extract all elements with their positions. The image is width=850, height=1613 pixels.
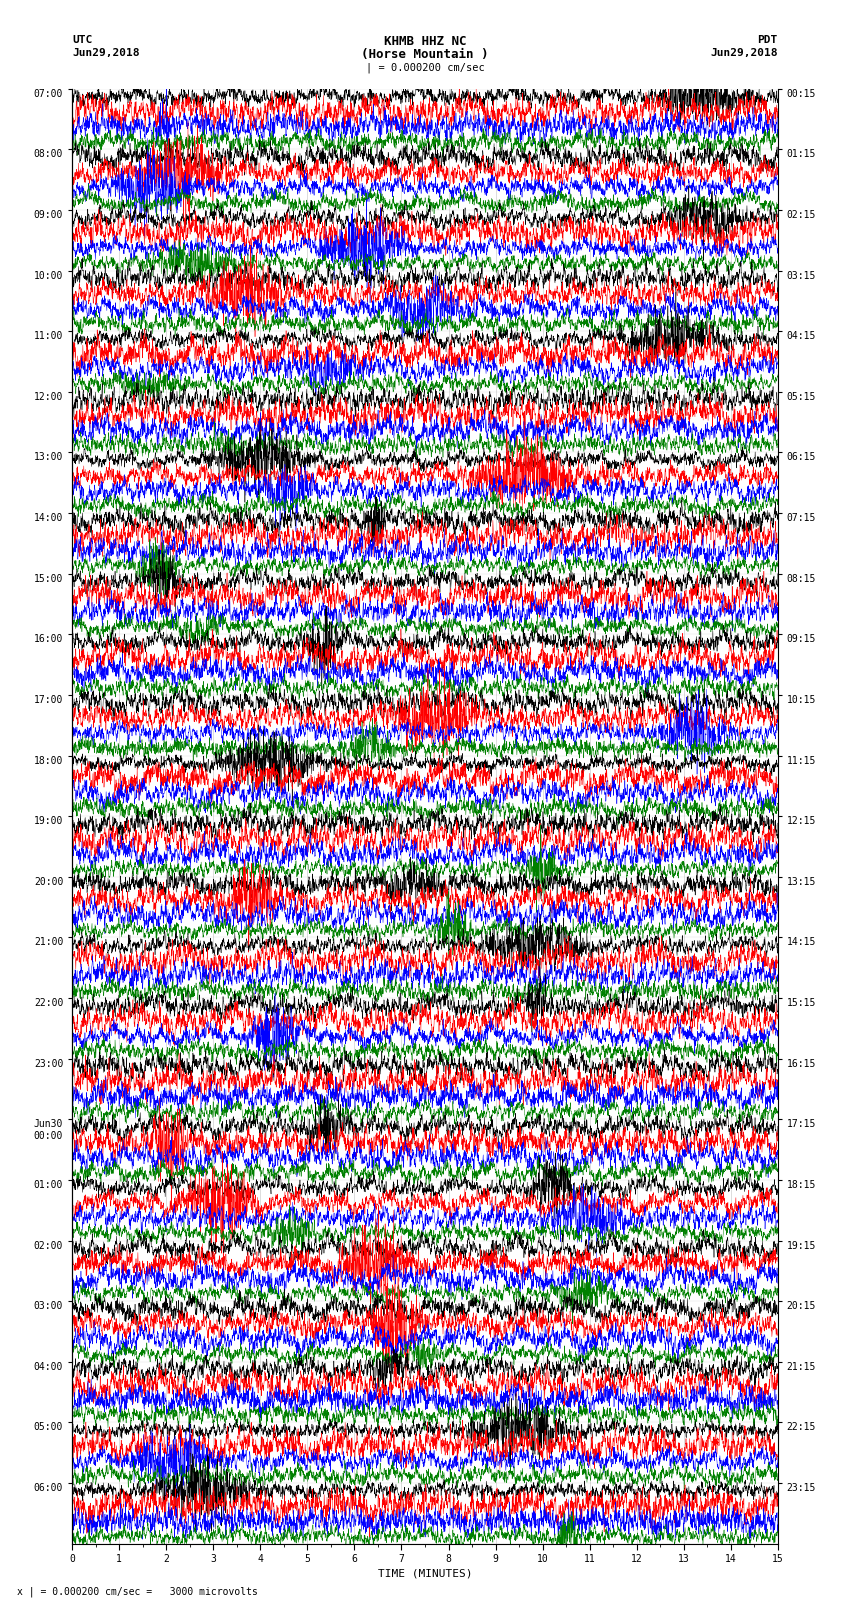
Text: UTC: UTC — [72, 35, 93, 45]
Text: KHMB HHZ NC: KHMB HHZ NC — [383, 35, 467, 48]
X-axis label: TIME (MINUTES): TIME (MINUTES) — [377, 1568, 473, 1578]
Text: Jun29,2018: Jun29,2018 — [711, 48, 778, 58]
Text: x | = 0.000200 cm/sec =   3000 microvolts: x | = 0.000200 cm/sec = 3000 microvolts — [17, 1586, 258, 1597]
Text: Jun29,2018: Jun29,2018 — [72, 48, 139, 58]
Text: (Horse Mountain ): (Horse Mountain ) — [361, 48, 489, 61]
Text: PDT: PDT — [757, 35, 778, 45]
Text: | = 0.000200 cm/sec: | = 0.000200 cm/sec — [366, 63, 484, 74]
